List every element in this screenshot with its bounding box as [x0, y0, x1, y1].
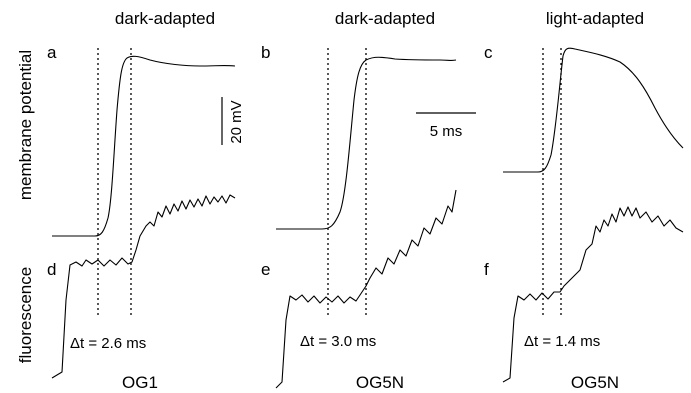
dye-label-2: OG5N	[356, 373, 404, 392]
panel-letter-f: f	[484, 260, 489, 279]
dye-label-1: OG1	[122, 373, 158, 392]
panel-letter-d: d	[47, 260, 56, 279]
voltage-scale-label: 20 mV	[228, 100, 245, 143]
panel-letter-e: e	[261, 260, 270, 279]
column-header-3: light-adapted	[546, 9, 644, 28]
delta-t-label-3: Δt = 1.4 ms	[524, 333, 600, 350]
membrane-trace-a	[52, 55, 236, 237]
delta-t-label-1: Δt = 2.6 ms	[70, 335, 146, 352]
fluorescence-trace-e	[275, 189, 457, 389]
y-label-fluorescence: fluorescence	[16, 267, 35, 363]
panel-letter-a: a	[47, 43, 57, 62]
delta-t-label-2: Δt = 3.0 ms	[300, 333, 376, 350]
dye-label-3: OG5N	[571, 373, 619, 392]
column-header-2: dark-adapted	[335, 9, 435, 28]
column-header-1: dark-adapted	[115, 9, 215, 28]
fluorescence-trace-f	[502, 206, 684, 383]
fluorescence-trace-d	[51, 194, 236, 379]
membrane-trace-b	[276, 56, 457, 230]
y-label-membrane-potential: membrane potential	[16, 50, 35, 200]
panel-letter-b: b	[261, 43, 270, 62]
time-scale-label: 5 ms	[430, 123, 463, 140]
panel-letter-c: c	[484, 43, 493, 62]
membrane-trace-c	[503, 47, 684, 173]
